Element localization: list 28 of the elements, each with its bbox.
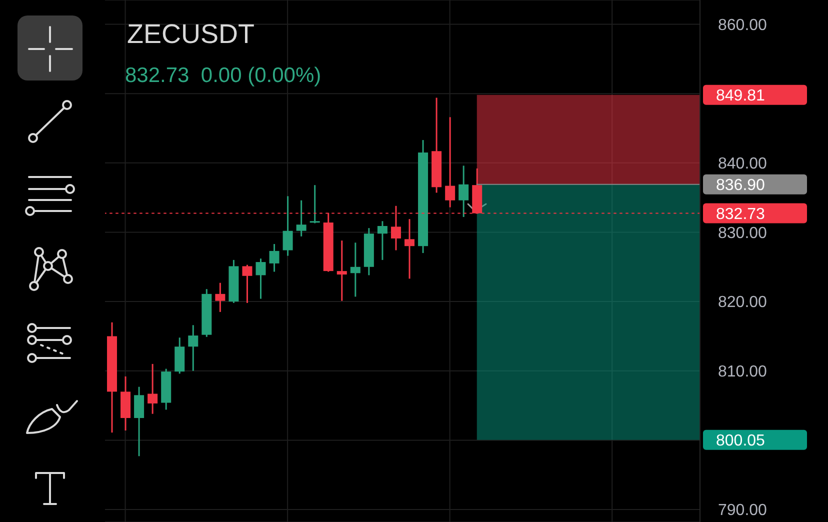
y-tick-label: 830.00: [718, 224, 768, 242]
candlestick: [256, 258, 266, 300]
candlestick: [215, 282, 226, 313]
candlestick: [310, 184, 320, 224]
candlestick: [188, 324, 198, 372]
ref-line-label: 832.73: [716, 206, 766, 223]
candlestick: [282, 195, 293, 257]
band-label: 800.05: [716, 432, 766, 450]
candlestick: [296, 200, 306, 238]
candlestick: [242, 264, 252, 304]
candlestick: [336, 240, 347, 302]
candlestick: [350, 242, 360, 298]
y-tick-label: 820.00: [718, 294, 768, 312]
text: 832.73 0.00 (0.00%): [125, 63, 322, 89]
ref-line-label: 836.90: [716, 177, 766, 194]
band-label: 849.81: [716, 88, 766, 105]
candlestick: [134, 386, 144, 457]
candlestick: [445, 116, 456, 208]
candlestick: [404, 218, 414, 280]
candlestick: [458, 164, 469, 218]
candlestick: [269, 243, 280, 272]
y-tick-label: 810.00: [718, 363, 768, 380]
candlestick: [377, 220, 388, 261]
candlestick: [148, 363, 158, 415]
text: ZECUSDT: [127, 18, 254, 50]
y-tick-label: 790.00: [718, 502, 768, 520]
y-tick-label: 840.00: [718, 156, 768, 173]
y-tick-label: 860.00: [718, 16, 768, 34]
